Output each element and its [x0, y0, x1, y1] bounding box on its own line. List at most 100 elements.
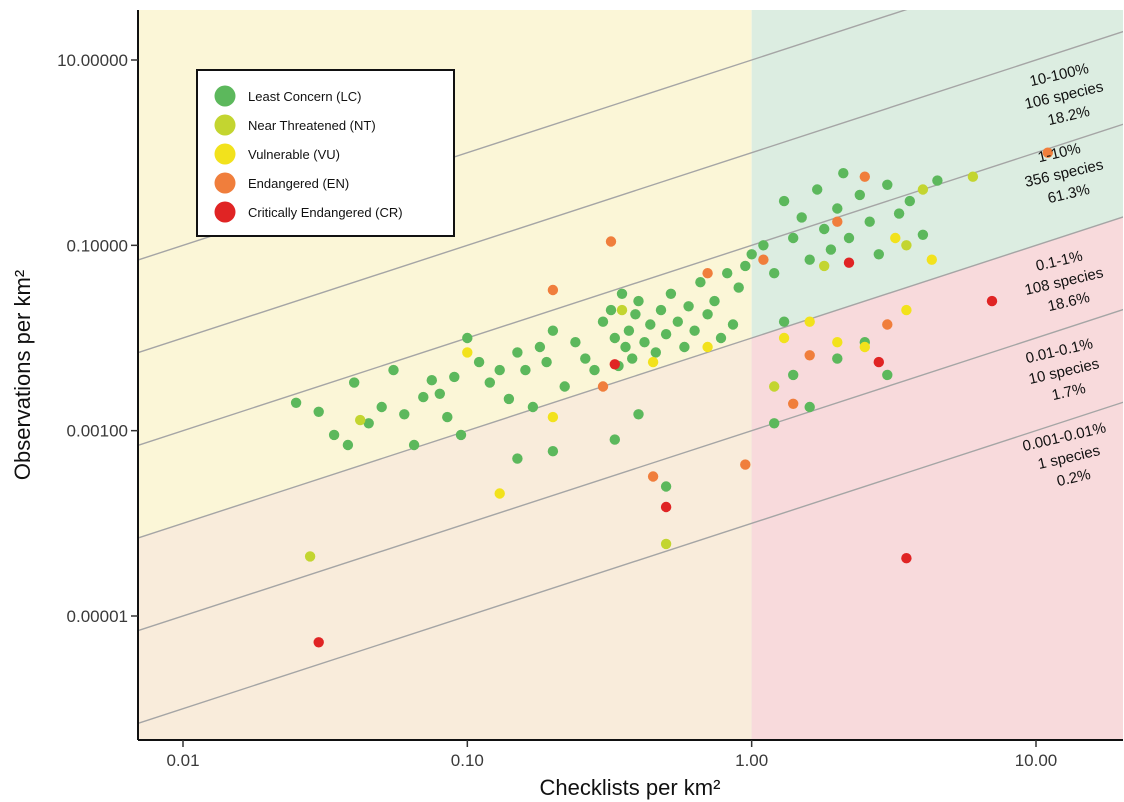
point-series0-61	[769, 268, 780, 279]
point-series0-4	[349, 377, 360, 388]
point-series2-1	[494, 488, 505, 499]
point-series2-11	[926, 254, 937, 265]
point-series2-3	[647, 356, 659, 368]
point-series0-63	[788, 232, 799, 244]
point-series0-68	[825, 244, 837, 255]
point-series0-54	[715, 332, 727, 344]
point-series0-7	[388, 364, 399, 376]
legend-label: Near Threatened (NT)	[248, 118, 376, 133]
point-series4-3	[843, 257, 855, 268]
y-tick-label: 10.00000	[57, 51, 128, 70]
legend: Least Concern (LC) Near Threatened (NT) Vu…	[196, 69, 455, 237]
x-tick-label: 10.00	[1015, 751, 1058, 770]
point-series0-86	[778, 316, 790, 327]
reference-line-1	[138, 30, 1123, 354]
point-series0-18	[484, 377, 495, 388]
point-series0-13	[442, 411, 453, 423]
point-series3-12	[547, 284, 559, 296]
point-series0-8	[399, 409, 410, 420]
legend-label: Vulnerable (VU)	[248, 147, 340, 162]
point-series0-51	[695, 277, 706, 288]
point-series0-82	[804, 401, 815, 413]
point-series1-7	[967, 171, 979, 182]
point-series0-57	[733, 282, 744, 293]
legend-marker	[214, 172, 236, 194]
point-series0-79	[932, 175, 943, 186]
point-series2-10	[901, 304, 912, 316]
point-series0-74	[873, 249, 884, 260]
point-series3-11	[1042, 147, 1054, 158]
point-series0-25	[541, 356, 552, 368]
point-series0-66	[812, 184, 823, 195]
point-series2-4	[702, 341, 713, 353]
point-series3-0	[597, 381, 609, 392]
point-series0-89	[633, 409, 644, 420]
point-series0-85	[882, 369, 893, 381]
point-series0-87	[609, 434, 620, 445]
y-tick-label: 0.00001	[67, 607, 128, 626]
point-series0-44	[655, 304, 667, 316]
point-series0-65	[804, 254, 815, 265]
y-ticks: 10.00000 0.10000 0.00100 0.00001	[57, 51, 138, 626]
y-tick-label: 0.00100	[67, 422, 128, 441]
point-series0-19	[494, 364, 505, 376]
point-series0-47	[672, 316, 683, 327]
point-series0-35	[616, 288, 628, 299]
legend-box	[196, 69, 455, 237]
reference-line-3	[138, 216, 1123, 539]
point-series0-53	[709, 295, 720, 307]
point-series0-40	[633, 295, 644, 307]
x-ticks: 0.01 0.10 1.00 10.00	[166, 740, 1057, 770]
point-series0-37	[623, 325, 635, 336]
point-series0-46	[665, 288, 677, 299]
point-series0-27	[559, 381, 570, 392]
point-series0-77	[904, 195, 915, 207]
x-axis-title: Checklists per km²	[540, 775, 721, 800]
legend-label: Least Concern (LC)	[248, 89, 361, 104]
point-series0-69	[832, 203, 843, 214]
point-series0-55	[722, 268, 733, 279]
point-series1-3	[769, 381, 780, 392]
point-series0-81	[788, 369, 799, 381]
point-series0-9	[408, 439, 420, 451]
point-series3-4	[740, 459, 751, 470]
point-series0-29	[580, 353, 591, 364]
scatter-points	[290, 147, 1054, 648]
point-series2-0	[462, 347, 473, 358]
legend-marker	[214, 201, 236, 223]
legend-marker	[214, 114, 236, 136]
point-series0-78	[917, 229, 929, 240]
point-series0-50	[689, 325, 700, 336]
reference-line-0	[138, 10, 908, 261]
point-series0-32	[605, 304, 617, 316]
point-series0-88	[660, 481, 672, 492]
point-series0-5	[363, 418, 374, 429]
point-series0-76	[893, 208, 905, 219]
point-series1-5	[901, 240, 912, 251]
point-series2-8	[859, 341, 870, 353]
point-series1-2	[660, 538, 672, 550]
point-series1-1	[355, 414, 366, 426]
y-axis-title: Observations per km²	[10, 270, 35, 480]
point-series0-48	[679, 341, 690, 353]
point-series0-72	[854, 189, 865, 201]
point-series0-1	[313, 406, 324, 417]
point-series0-22	[520, 364, 531, 376]
point-series0-52	[702, 309, 713, 320]
point-series1-8	[616, 304, 628, 316]
point-series3-10	[882, 319, 893, 330]
reference-line-2	[138, 123, 1123, 447]
point-series0-58	[740, 260, 751, 272]
point-series0-3	[342, 439, 354, 451]
point-series0-75	[882, 179, 893, 190]
point-series0-42	[645, 319, 656, 330]
point-series3-2	[647, 471, 659, 482]
x-tick-label: 1.00	[735, 751, 768, 770]
point-series0-83	[832, 353, 843, 364]
point-series0-49	[683, 301, 694, 312]
point-series3-6	[788, 398, 799, 409]
point-series0-26	[547, 325, 559, 336]
